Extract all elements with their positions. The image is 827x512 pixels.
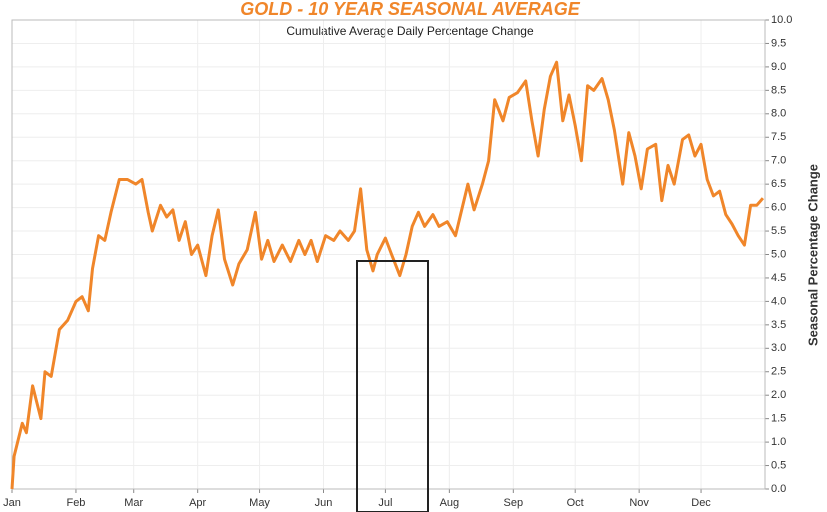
x-tick-label: May	[249, 497, 270, 509]
y-tick-label: 5.5	[771, 225, 786, 237]
y-tick-label: 7.0	[771, 155, 786, 167]
chart-title: GOLD - 10 YEAR SEASONAL AVERAGE	[240, 0, 580, 19]
y-tick-label: 10.0	[771, 14, 792, 26]
y-tick-label: 4.5	[771, 272, 786, 284]
x-tick-label: Jan	[3, 497, 21, 509]
y-tick-label: 1.5	[771, 413, 786, 425]
y-tick-label: 5.0	[771, 248, 786, 260]
y-tick-label: 6.5	[771, 178, 786, 190]
y-tick-label: 7.5	[771, 131, 786, 143]
x-tick-label: Feb	[66, 497, 85, 509]
y-tick-label: 0.5	[771, 459, 786, 471]
y-tick-label: 0.0	[771, 483, 786, 495]
y-tick-label: 9.5	[771, 37, 786, 49]
y-tick-label: 3.5	[771, 319, 786, 331]
y-axis-label: Seasonal Percentage Change	[805, 164, 820, 346]
y-tick-label: 2.5	[771, 366, 786, 378]
y-tick-label: 4.0	[771, 295, 786, 307]
y-tick-label: 8.0	[771, 108, 786, 120]
x-tick-label: Apr	[189, 497, 206, 509]
x-tick-label: Aug	[440, 497, 460, 509]
chart-subtitle: Cumulative Average Daily Percentage Chan…	[286, 24, 534, 38]
x-tick-label: Dec	[691, 497, 711, 509]
x-tick-label: Mar	[124, 497, 143, 509]
plot-border	[11, 19, 766, 490]
x-tick-label: Nov	[629, 497, 649, 509]
highlight-box	[356, 260, 429, 512]
y-tick-label: 2.0	[771, 389, 786, 401]
y-tick-label: 6.0	[771, 202, 786, 214]
x-tick-label: Sep	[504, 497, 524, 509]
y-tick-label: 1.0	[771, 436, 786, 448]
x-tick-label: Oct	[567, 497, 584, 509]
plot-area: 0.0 0.5 1.0 1.5 2.0 2.5 3.0 3.5 4.0 4.5 5.0 5.5 6.0 6…	[3, 14, 792, 509]
data-line	[10, 60, 765, 490]
x-tick-label: Jun	[315, 497, 333, 509]
y-tick-label: 9.0	[771, 61, 786, 73]
y-tick-label: 8.5	[771, 84, 786, 96]
x-tick-label: Jul	[378, 497, 392, 509]
y-tick-label: 3.0	[771, 342, 786, 354]
